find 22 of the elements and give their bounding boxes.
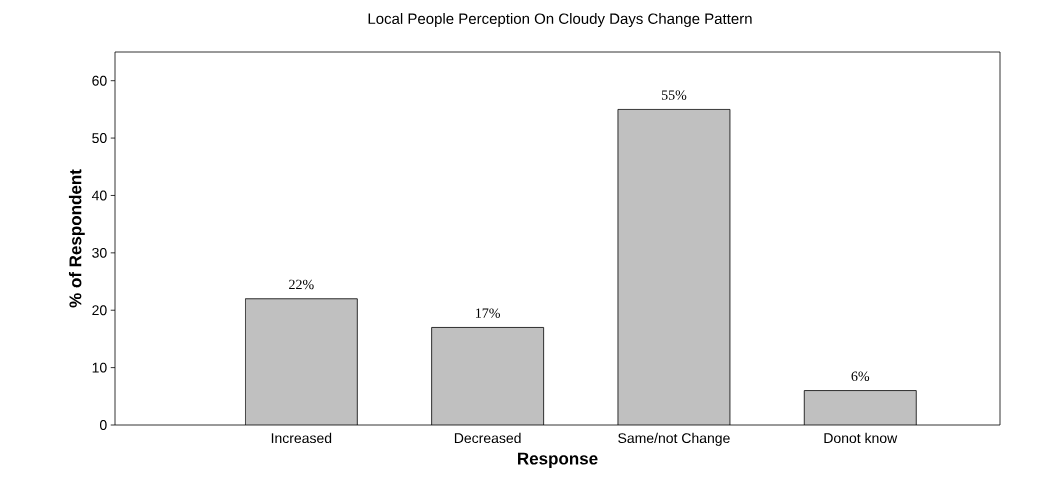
y-tick-label: 10: [92, 362, 107, 373]
chart-title: Local People Perception On Cloudy Days Change Pattern: [368, 13, 752, 27]
bar: [617, 108, 731, 425]
y-tick-label: 0: [99, 420, 107, 430]
data-label: 55%: [661, 90, 687, 100]
x-tick-label: Same/not Change: [618, 432, 730, 446]
data-label: 17%: [476, 308, 500, 318]
y-tick-label: 30: [92, 247, 107, 258]
y-axis-title: % of Respondent: [68, 169, 85, 308]
x-tick-label: Decreased: [454, 432, 521, 444]
bar: [431, 327, 545, 425]
x-axis-title: Response: [518, 452, 598, 468]
y-tick-label: 60: [92, 75, 107, 86]
bar: [244, 298, 358, 425]
data-label: 6%: [851, 371, 870, 382]
bar: [803, 390, 917, 425]
y-tick-label: 40: [91, 190, 107, 201]
x-tick-label: Donot know: [824, 432, 898, 444]
data-label: 22%: [289, 279, 314, 290]
y-tick-label: 50: [92, 133, 107, 144]
y-tick-label: 20: [92, 305, 107, 316]
x-tick-label: Increased: [271, 432, 332, 444]
